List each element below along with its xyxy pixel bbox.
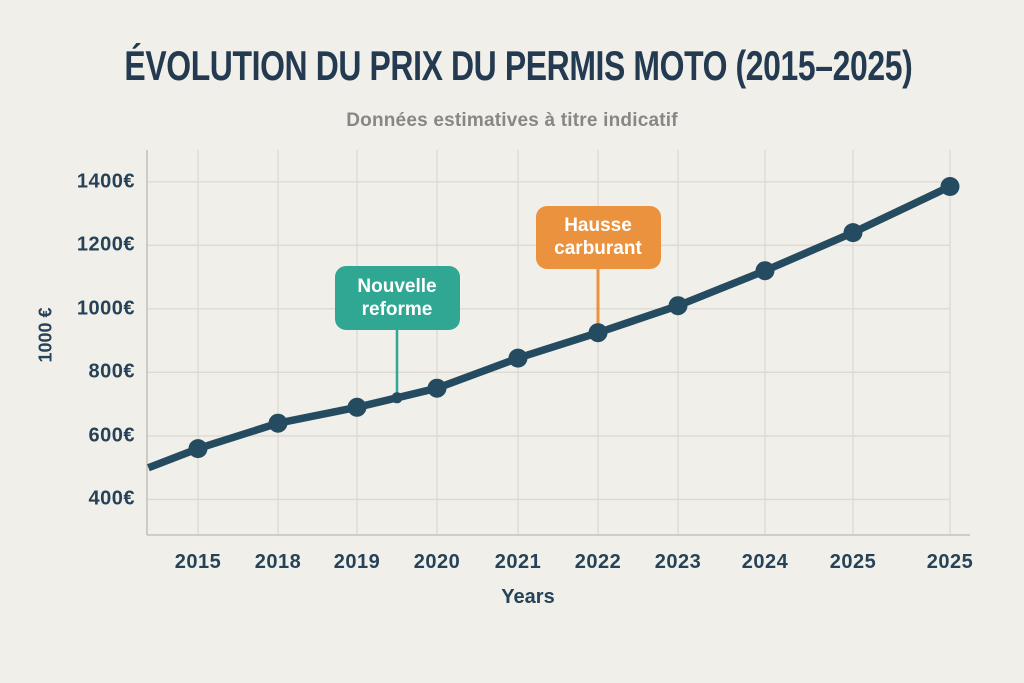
callout-label: Nouvelle reforme	[357, 275, 437, 320]
data-point	[268, 413, 288, 433]
chart-header: ÉVOLUTION DU PRIX DU PERMIS MOTO (2015–2…	[0, 42, 1024, 90]
data-point	[427, 378, 447, 398]
callout-nouvelle-reforme: Nouvelle reforme	[334, 265, 460, 330]
x-tick-label: 2025	[829, 551, 877, 573]
chart-subtitle: Données estimatives à titre indicatif	[346, 110, 678, 131]
callout-hausse-carburant: Hausse carburant	[535, 205, 661, 269]
x-tick-label: 2019	[333, 551, 381, 573]
x-tick-label: 2024	[741, 551, 789, 573]
data-point	[347, 397, 367, 417]
price-line	[147, 183, 952, 472]
data-point	[188, 439, 208, 459]
data-point	[588, 323, 608, 343]
y-tick-label: 1400€	[76, 170, 135, 193]
y-tick-label: 1200€	[76, 233, 135, 256]
data-point	[668, 296, 688, 316]
data-point	[940, 177, 960, 196]
x-axis-title: Years	[501, 586, 555, 608]
data-point	[508, 348, 528, 368]
callout-label: Hausse carburant	[554, 215, 642, 260]
x-tick-label: 2018	[254, 551, 302, 573]
data-point	[755, 261, 775, 281]
data-point	[843, 223, 863, 243]
x-tick-label: 2020	[413, 551, 461, 573]
y-tick-label: 600€	[88, 424, 135, 447]
data-point	[391, 392, 403, 404]
x-tick-label: 2022	[574, 551, 622, 573]
y-tick-label: 400€	[88, 487, 135, 510]
x-tick-label: 2025	[926, 551, 974, 573]
x-tick-label: 2021	[494, 551, 542, 573]
chart-title: ÉVOLUTION DU PRIX DU PERMIS MOTO (2015–2…	[124, 42, 913, 89]
x-tick-label: 2015	[174, 551, 222, 573]
x-tick-label: 2023	[654, 551, 702, 573]
y-tick-label: 800€	[88, 360, 135, 383]
y-tick-label: 1000€	[76, 297, 135, 320]
